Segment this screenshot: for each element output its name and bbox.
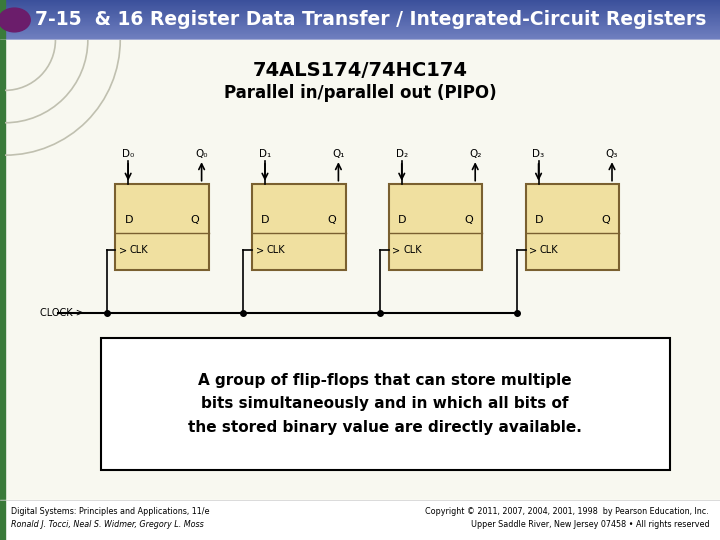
Text: 74ALS174/74HC174: 74ALS174/74HC174 [253, 60, 467, 80]
Text: >: > [256, 245, 264, 255]
Text: Parallel in/parallel out (PIPO): Parallel in/parallel out (PIPO) [224, 84, 496, 102]
Text: Q₀: Q₀ [195, 149, 208, 159]
Text: >: > [529, 245, 537, 255]
Bar [101, 338, 670, 470]
Text: CLK: CLK [403, 245, 422, 255]
Text: CLOCK >: CLOCK > [40, 308, 84, 318]
Text: CLK: CLK [130, 245, 148, 255]
Text: Copyright © 2011, 2007, 2004, 2001, 1998  by Pearson Education, Inc.: Copyright © 2011, 2007, 2004, 2001, 1998… [426, 508, 709, 516]
Text: CLK: CLK [266, 245, 285, 255]
Bar [526, 184, 619, 270]
Text: D₁: D₁ [258, 149, 271, 159]
Text: D₂: D₂ [396, 149, 408, 159]
Text: D: D [261, 215, 270, 225]
Text: Ronald J. Tocci, Neal S. Widmer, Gregory L. Moss: Ronald J. Tocci, Neal S. Widmer, Gregory… [11, 521, 204, 529]
Text: Q: Q [328, 215, 336, 225]
Text: Q: Q [464, 215, 473, 225]
Circle shape [0, 8, 30, 32]
Bar [252, 184, 346, 270]
Text: Q₂: Q₂ [469, 149, 482, 159]
Text: Upper Saddle River, New Jersey 07458 • All rights reserved: Upper Saddle River, New Jersey 07458 • A… [471, 521, 709, 529]
Text: Q: Q [601, 215, 610, 225]
Text: D₃: D₃ [533, 149, 544, 159]
Text: D: D [535, 215, 544, 225]
Text: Q: Q [191, 215, 199, 225]
Text: >: > [119, 245, 127, 255]
Text: D: D [398, 215, 407, 225]
Text: Q₃: Q₃ [606, 149, 618, 159]
Text: >: > [392, 245, 400, 255]
Bar [389, 184, 482, 270]
Bar [115, 184, 209, 270]
Text: Q₁: Q₁ [332, 149, 345, 159]
Text: A group of flip-flops that can store multiple
bits simultaneously and in which a: A group of flip-flops that can store mul… [188, 373, 582, 435]
Text: D₀: D₀ [122, 149, 135, 159]
Text: CLK: CLK [540, 245, 559, 255]
Text: D: D [125, 215, 133, 225]
Text: 7-15  & 16 Register Data Transfer / Integrated-Circuit Registers: 7-15 & 16 Register Data Transfer / Integ… [35, 10, 706, 30]
Text: Digital Systems: Principles and Applications, 11/e: Digital Systems: Principles and Applicat… [11, 508, 210, 516]
